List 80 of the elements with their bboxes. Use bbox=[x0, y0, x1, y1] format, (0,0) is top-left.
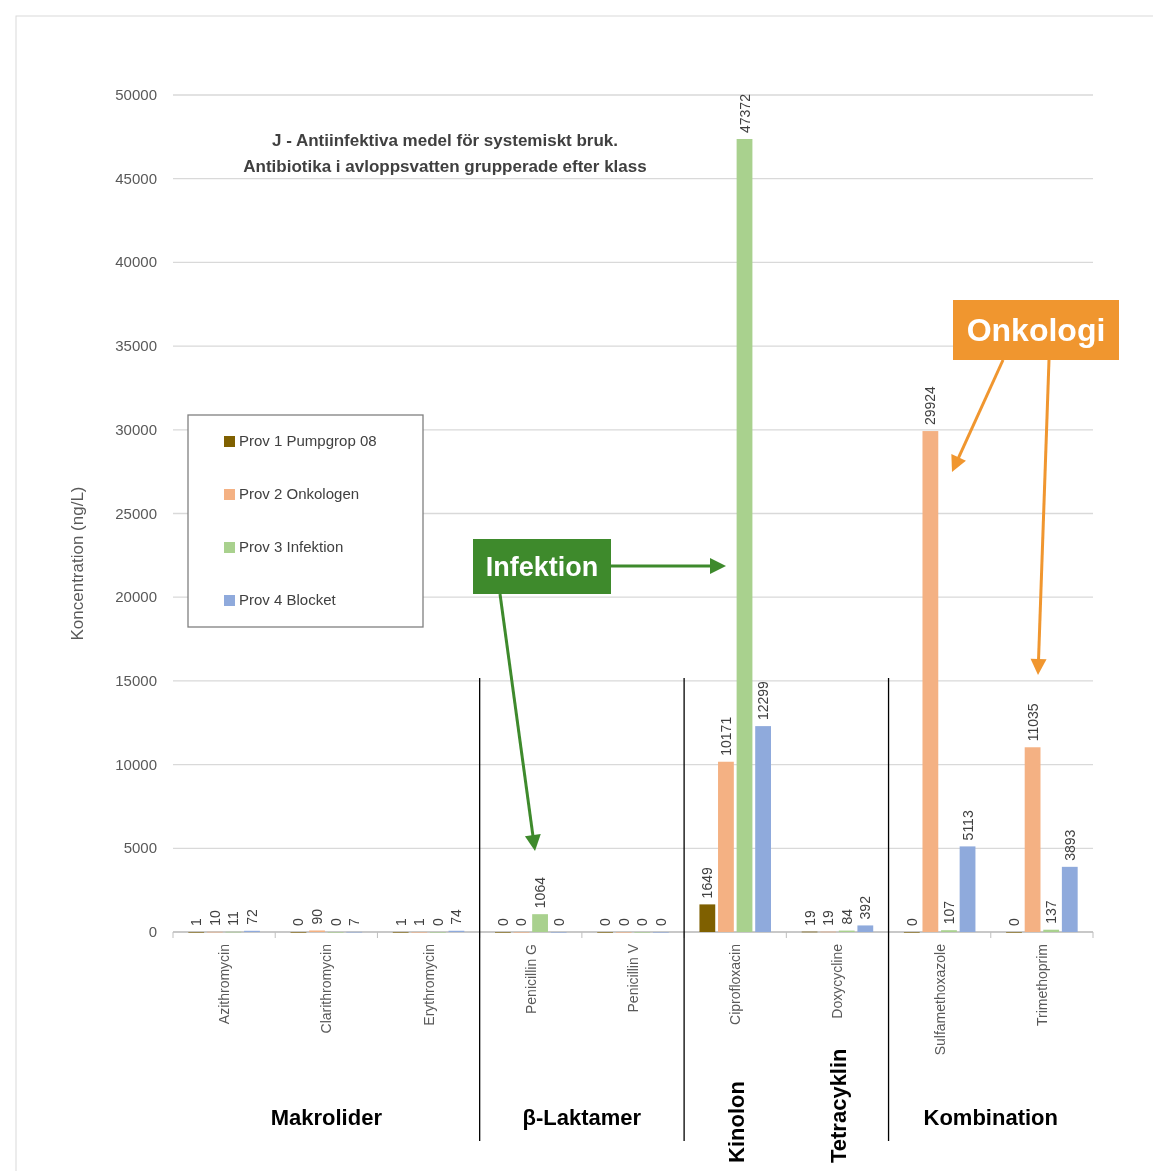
y-tick-label: 50000 bbox=[115, 86, 157, 103]
bar bbox=[959, 846, 976, 932]
bar bbox=[922, 431, 939, 932]
data-label: 107 bbox=[940, 900, 957, 925]
data-label: 0 bbox=[429, 918, 446, 926]
y-tick-label: 45000 bbox=[115, 169, 157, 187]
x-tick-label: Penicillin G bbox=[522, 944, 539, 1015]
data-label: 74 bbox=[448, 908, 465, 925]
data-label: 29924 bbox=[922, 385, 939, 426]
bar bbox=[1024, 747, 1041, 932]
data-label: 10 bbox=[206, 910, 223, 926]
y-tick-label: 35000 bbox=[115, 337, 157, 355]
y-tick-label: 10000 bbox=[115, 755, 157, 773]
annotation: Infektion bbox=[485, 552, 599, 582]
data-label: 90 bbox=[309, 908, 326, 925]
text: Kombination bbox=[923, 1105, 1058, 1130]
data-label: 3893 bbox=[1061, 829, 1078, 861]
x-tick-label: Sulfamethoxazole bbox=[931, 943, 948, 1056]
legend-label: Prov 3 Infektion bbox=[239, 538, 344, 555]
text: Antibiotika i avloppsvatten grupperade efter klass bbox=[243, 157, 647, 176]
y-axis-title: Koncentration (ng/L) bbox=[68, 486, 87, 641]
data-label: 0 bbox=[903, 918, 920, 926]
data-label: 0 bbox=[327, 918, 344, 926]
x-tick-label: Azithromycin bbox=[216, 944, 233, 1025]
data-label: 0 bbox=[550, 918, 567, 926]
bar bbox=[1061, 866, 1078, 932]
data-label: 1 bbox=[411, 917, 428, 926]
data-label: 0 bbox=[597, 918, 614, 926]
text: Tetracyklin bbox=[826, 1048, 852, 1163]
data-label: 0 bbox=[652, 918, 669, 926]
x-tick-label: Trimethoprim bbox=[1033, 944, 1050, 1026]
data-label: 0 bbox=[615, 918, 632, 926]
data-label: 19 bbox=[820, 909, 837, 926]
bar bbox=[718, 761, 734, 932]
data-label: 1649 bbox=[699, 867, 716, 899]
data-label: 1064 bbox=[532, 876, 549, 909]
x-tick-label: Doxycycline bbox=[829, 943, 846, 1019]
legend-label: Prov 2 Onkologen bbox=[239, 485, 360, 502]
y-tick-label: 5000 bbox=[123, 839, 157, 857]
legend-label: Prov 1 Pumpgrop 08 bbox=[239, 432, 377, 449]
data-label: 0 bbox=[634, 918, 651, 926]
data-label: 47372 bbox=[736, 93, 753, 133]
data-label: 0 bbox=[494, 918, 511, 926]
data-label: 11035 bbox=[1024, 703, 1041, 742]
y-tick-label: 15000 bbox=[115, 671, 157, 689]
y-tick-label: 25000 bbox=[115, 504, 157, 522]
annotation: Onkologi bbox=[966, 312, 1106, 348]
data-label: 11 bbox=[225, 911, 242, 926]
text: Makrolider bbox=[270, 1105, 383, 1130]
data-label: 7 bbox=[346, 917, 363, 926]
x-tick-label: Ciprofloxacin bbox=[727, 944, 744, 1025]
data-label: 5113 bbox=[959, 810, 976, 841]
bar bbox=[857, 925, 874, 932]
bar bbox=[755, 726, 771, 932]
data-label: 12299 bbox=[755, 680, 772, 721]
data-label: 137 bbox=[1043, 900, 1060, 924]
y-tick-label: 0 bbox=[148, 923, 157, 940]
data-label: 0 bbox=[290, 918, 307, 926]
y-tick-label: 40000 bbox=[115, 253, 157, 271]
data-label: 392 bbox=[857, 895, 874, 920]
data-label: 10171 bbox=[717, 716, 734, 756]
bar bbox=[532, 914, 548, 932]
data-label: 19 bbox=[801, 909, 818, 926]
bar bbox=[736, 138, 753, 932]
x-tick-label: Penicillin V bbox=[625, 943, 641, 1013]
x-tick-label: Erythromycin bbox=[420, 944, 437, 1026]
text: J - Antiinfektiva medel för systemiskt bruk. bbox=[271, 131, 619, 150]
bar bbox=[699, 904, 716, 932]
data-label: 72 bbox=[243, 909, 260, 925]
data-label: 84 bbox=[838, 908, 855, 925]
y-tick-label: 20000 bbox=[115, 588, 157, 606]
data-label: 1 bbox=[392, 917, 409, 926]
text: Kinolon bbox=[724, 1081, 750, 1163]
data-label: 1 bbox=[188, 917, 205, 926]
legend-label: Prov 4 Blocket bbox=[239, 591, 337, 608]
text: β-Laktamer bbox=[522, 1105, 642, 1130]
data-label: 0 bbox=[1006, 918, 1023, 926]
x-tick-label: Clarithromycin bbox=[318, 944, 335, 1034]
data-label: 0 bbox=[513, 918, 530, 926]
y-tick-label: 30000 bbox=[115, 420, 157, 438]
